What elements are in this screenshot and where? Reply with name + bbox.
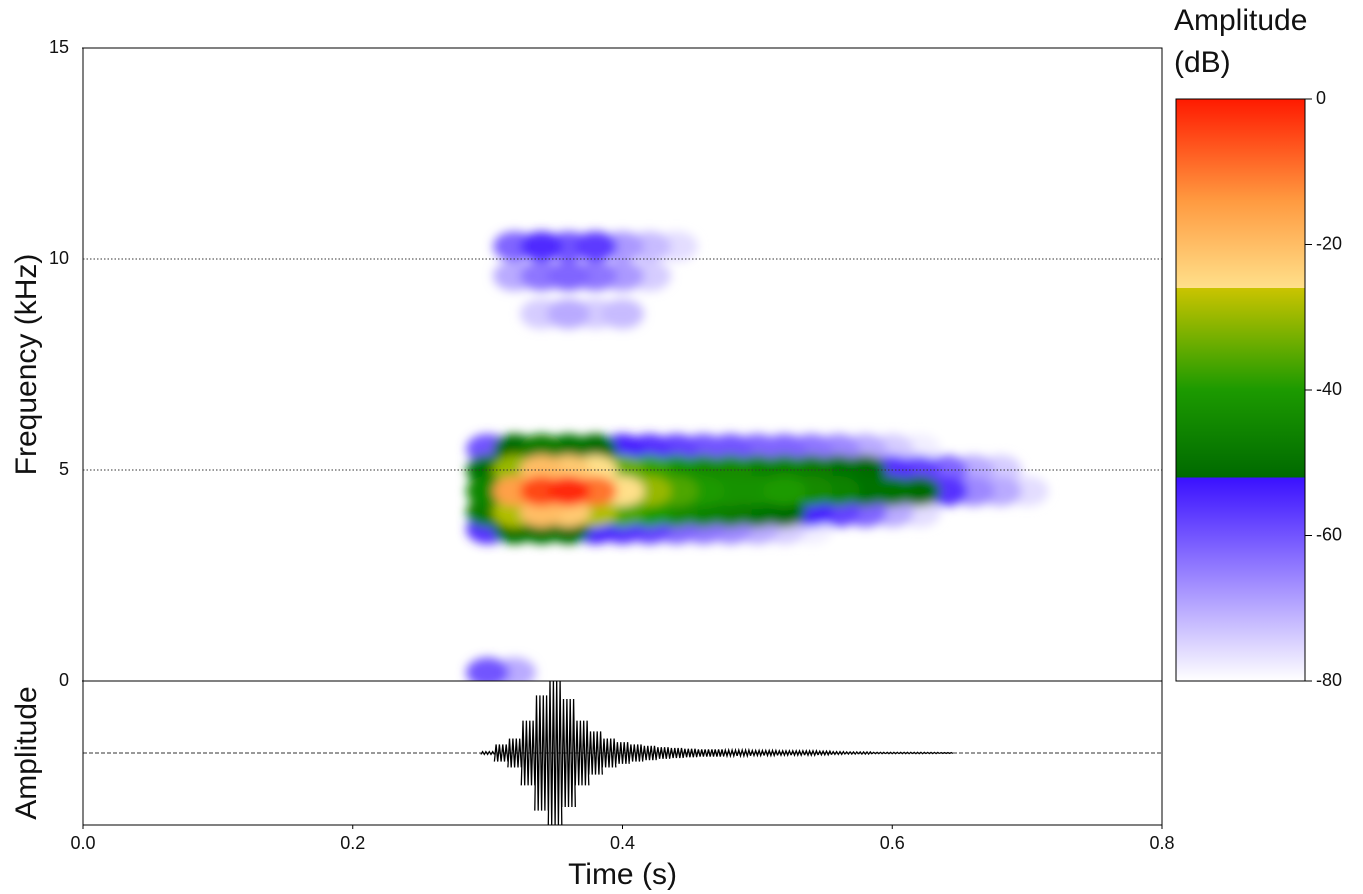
heat-cell [466, 658, 509, 688]
colorbar-tick-label: 0 [1316, 88, 1326, 108]
y-axis-label: Frequency (kHz) [10, 254, 43, 476]
plot-frame [83, 48, 1162, 681]
waveform-segment [562, 699, 576, 807]
colorbar-title: (dB) [1174, 46, 1231, 79]
y-tick-label: 15 [49, 37, 69, 57]
waveform-segment [832, 752, 845, 755]
x-tick-label: 0.8 [1149, 833, 1174, 853]
waveform-segment [616, 742, 629, 764]
heat-cell [547, 299, 590, 329]
colorbar-tick-label: -20 [1316, 233, 1342, 253]
x-tick-label: 0.6 [880, 833, 905, 853]
colorbar [1176, 99, 1305, 681]
waveform-frame [83, 681, 1162, 825]
waveform-segment [548, 681, 562, 825]
heat-cell [871, 476, 914, 506]
y-axis-label: Amplitude [10, 686, 43, 819]
heat-cell [547, 476, 590, 506]
colorbar-tick-label: -40 [1316, 379, 1342, 399]
waveform-segment [724, 750, 737, 756]
heat-cell [601, 299, 644, 329]
x-tick-label: 0.2 [340, 833, 365, 853]
waveform-segment [670, 748, 684, 758]
y-tick-label: 0 [59, 670, 69, 690]
waveform-segment [778, 751, 792, 755]
x-tick-label: 0.4 [610, 833, 635, 853]
y-tick-label: 5 [59, 459, 69, 479]
heat-cell [574, 231, 617, 261]
x-tick-label: 0.0 [70, 833, 95, 853]
colorbar-tick-label: -80 [1316, 670, 1342, 690]
waveform-segment [508, 739, 521, 768]
heat-cell [547, 261, 590, 291]
spectrogram [466, 231, 1049, 687]
colorbar-tick-label: -60 [1316, 524, 1342, 544]
waveform-segment [602, 739, 616, 768]
waveform-segment [494, 744, 508, 761]
x-axis-label: Time (s) [568, 858, 677, 891]
heat-cell [763, 476, 806, 506]
heatmap [466, 231, 1049, 687]
waveform-segment [940, 753, 953, 754]
y-tick-label: 10 [49, 248, 69, 268]
waveform-segment [845, 752, 859, 754]
heat-cell [520, 231, 563, 261]
colorbar-title: Amplitude [1174, 4, 1307, 37]
waveform-segment [859, 752, 873, 754]
